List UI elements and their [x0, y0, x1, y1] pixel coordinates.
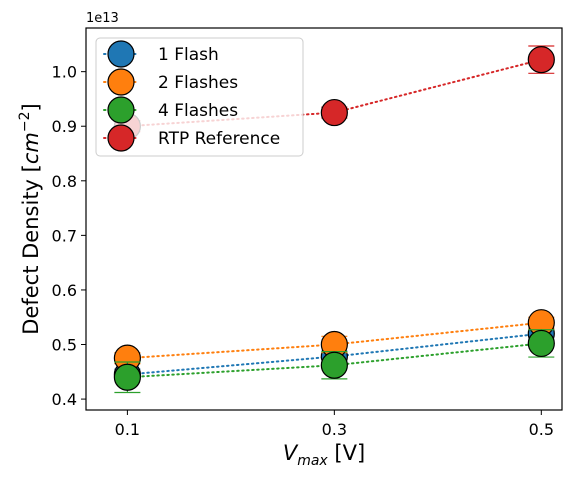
legend-marker — [107, 68, 135, 96]
y-tick-label: 0.8 — [52, 172, 77, 191]
legend-label: 2 Flashes — [158, 73, 238, 93]
data-point — [320, 98, 348, 127]
legend-item: 2 Flashes — [103, 68, 238, 96]
legend-item: 1 Flash — [103, 40, 219, 68]
y-tick-label: 1.0 — [52, 63, 77, 82]
legend: 1 Flash 2 Flashes 4 Flashes RTP Reference — [95, 37, 304, 157]
legend-item: 4 Flashes — [103, 96, 238, 124]
series-line — [126, 332, 543, 376]
y-tick-label: 0.6 — [52, 281, 77, 300]
plot-frame — [85, 27, 563, 411]
legend-label: 1 Flash — [158, 45, 219, 65]
x-tick-label: 0.1 — [115, 420, 140, 439]
legend-label: RTP Reference — [158, 129, 280, 149]
legend-box — [95, 37, 304, 157]
y-tick-label: 0.5 — [52, 336, 77, 355]
y-tick-label: 0.4 — [52, 390, 77, 409]
data-point — [113, 363, 141, 391]
data-point — [527, 46, 555, 74]
y-tick-label: 0.9 — [52, 117, 77, 136]
legend-marker — [107, 40, 135, 68]
y-axis-label: Defect Density [cm−2] — [17, 103, 43, 334]
legend-label: 4 Flashes — [158, 101, 238, 121]
y-tick-label: 0.7 — [52, 226, 77, 245]
series-4-flashes — [113, 329, 555, 394]
legend-marker — [107, 124, 135, 152]
ticks-layer: 0.1 0.3 0.5 0.4 0.5 0.6 0.7 0.8 0.9 1.0 — [52, 63, 554, 439]
data-point — [320, 351, 348, 379]
data-point — [527, 329, 555, 358]
legend-marker — [107, 96, 135, 124]
x-tick-label: 0.5 — [529, 420, 554, 439]
x-axis-label: Vmax [V] — [283, 441, 365, 469]
y-axis-multiplier: 1e13 — [86, 11, 119, 26]
legend-item: RTP Reference — [103, 124, 280, 152]
x-tick-label: 0.3 — [322, 420, 347, 439]
series-layer — [113, 45, 555, 394]
